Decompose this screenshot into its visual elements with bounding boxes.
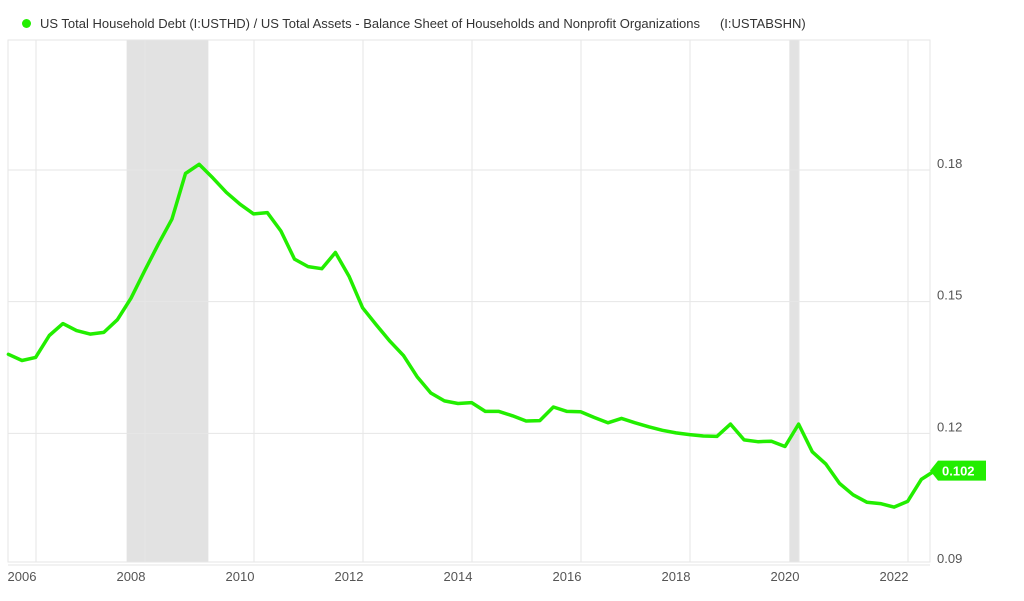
x-tick-label: 2006 <box>8 569 37 584</box>
last-value-badge: 0.102 <box>930 460 986 481</box>
legend-series-code: (I:USTABSHN) <box>719 15 806 31</box>
legend: US Total Household Debt (I:USTHD) / US T… <box>22 14 806 32</box>
x-tick-label: 2010 <box>226 569 255 584</box>
x-tick-label: 2020 <box>771 569 800 584</box>
recession-band <box>126 40 209 562</box>
plot-frame <box>7 39 931 563</box>
grid-group <box>7 39 931 566</box>
x-tick-label: 2022 <box>880 569 909 584</box>
last-value-label: 0.102 <box>942 464 975 479</box>
y-tick-label: 0.12 <box>937 419 962 434</box>
legend-marker <box>22 18 31 28</box>
y-tick-label: 0.18 <box>937 156 962 171</box>
x-axis: 2006 2008 2010 2012 2014 2016 2018 2020 2022 <box>8 569 909 584</box>
x-tick-label: 2016 <box>553 569 582 584</box>
last-value-badge-shape <box>930 460 986 481</box>
y-tick-label: 0.09 <box>937 551 962 566</box>
recession-shading-group <box>126 40 799 562</box>
x-tick-label: 2018 <box>662 569 691 584</box>
y-axis: 0.09 0.12 0.15 0.18 <box>937 156 962 566</box>
x-tick-label: 2008 <box>117 569 146 584</box>
y-tick-label: 0.15 <box>937 288 962 303</box>
x-tick-label: 2014 <box>444 569 473 584</box>
recession-band <box>789 40 799 562</box>
x-tick-label: 2012 <box>335 569 364 584</box>
series-group <box>6 162 937 509</box>
legend-series-name: US Total Household Debt (I:USTHD) / US T… <box>40 15 700 31</box>
series-line <box>6 162 937 509</box>
